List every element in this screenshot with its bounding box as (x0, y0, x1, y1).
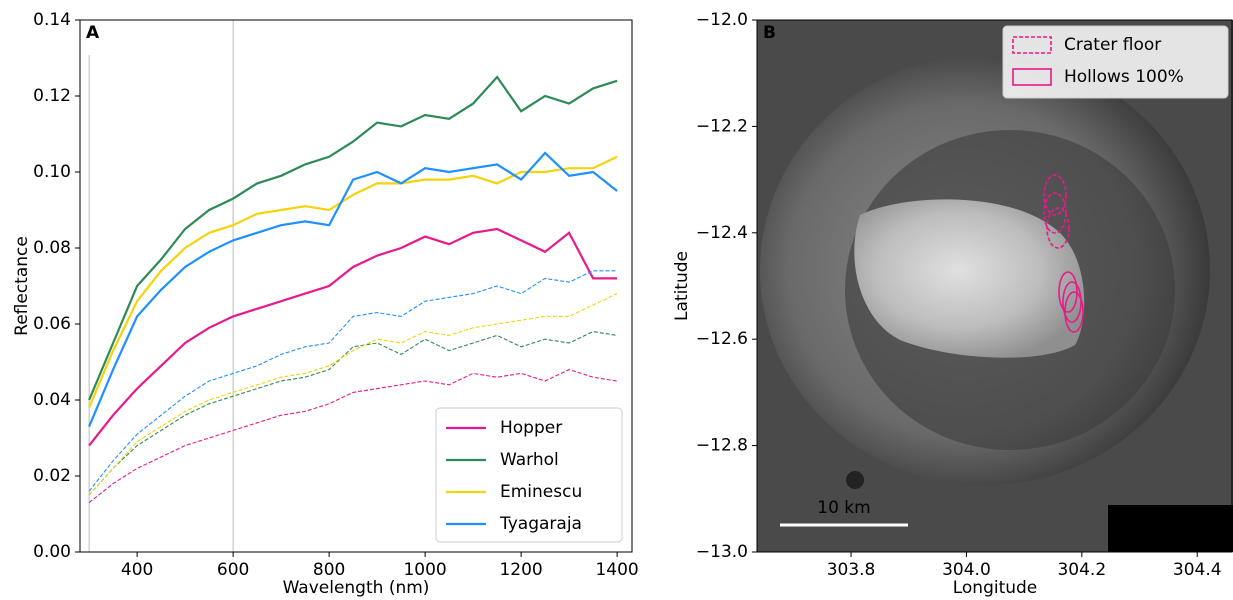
crater-floor-outline (1046, 207, 1070, 249)
x-tick-label: 304.2 (1057, 560, 1106, 580)
legend-label: Eminescu (500, 482, 582, 502)
hollows-line (88, 151, 618, 428)
legend-box (1002, 25, 1229, 99)
y-tick-label: 0.02 (33, 466, 71, 486)
small-crater (846, 471, 864, 489)
y-tick-label: 0.00 (33, 542, 71, 562)
y-tick-label: 0.12 (33, 86, 71, 106)
crater-floor-outline (1043, 174, 1067, 216)
y-tick-label: 0.06 (33, 314, 71, 334)
panel-label: B (763, 23, 776, 43)
y-tick-label: −13.0 (696, 542, 748, 562)
x-tick-label: 304.0 (942, 560, 991, 580)
y-tick-label: 0.10 (33, 162, 71, 182)
x-tick-label: 303.8 (827, 560, 876, 580)
x-tick-label: 400 (121, 560, 153, 580)
hollows-outline (1064, 291, 1084, 333)
y-tick-label: −12.2 (696, 116, 748, 136)
hollows-line (88, 75, 618, 401)
panel-label: A (86, 23, 100, 43)
crater-floor (854, 199, 1085, 358)
y-tick-label: −12.8 (696, 436, 748, 456)
x-tick-label: 1200 (499, 560, 542, 580)
crater-image (757, 20, 1233, 552)
y-tick-label: −12.4 (696, 223, 748, 243)
crater-floor-outline (1043, 192, 1067, 234)
legend-label: Tyagaraja (499, 514, 582, 534)
y-axis-label: Reflectance (12, 236, 32, 336)
y-axis-label: Latitude (672, 251, 692, 321)
legend-label: Crater floor (1064, 35, 1161, 55)
legend-swatch (1012, 68, 1052, 86)
floor-line (88, 331, 618, 496)
legend-label: Warhol (500, 450, 559, 470)
panel-b: 303.8 304.0 304.2 304.4 −13.0 −12.8 −12.6 −12.4… (672, 10, 1233, 598)
floor-line (88, 270, 618, 492)
scale-bar-label: 10 km (817, 498, 870, 518)
x-tick-label: 1400 (595, 560, 638, 580)
x-tick-label: 1000 (403, 560, 446, 580)
y-tick-label: −12.6 (696, 329, 748, 349)
legend-label: Hopper (500, 418, 562, 438)
panel-a: 400 600 800 1000 1200 1400 0.00 0.02 0.04 0.06 0.0… (12, 10, 639, 598)
floor-line (88, 369, 618, 504)
plot-frame (756, 19, 1233, 553)
floor-line (88, 293, 618, 496)
x-axis-label: Longitude (953, 578, 1038, 598)
x-tick-label: 600 (217, 560, 249, 580)
x-axis-label: Wavelength (nm) (283, 578, 430, 598)
legend-label: Hollows 100% (1064, 67, 1184, 87)
x-tick-label: 800 (313, 560, 345, 580)
plot-frame (79, 19, 633, 553)
y-tick-label: 0.08 (33, 238, 71, 258)
hollows-line (88, 227, 618, 447)
legend-box (435, 407, 623, 543)
x-tick-label: 304.4 (1173, 560, 1222, 580)
y-tick-label: 0.14 (33, 10, 71, 30)
hollows-outline (1058, 271, 1078, 313)
y-tick-label: 0.04 (33, 390, 71, 410)
name-label-box (1108, 505, 1233, 552)
name-label: Hopper (1139, 520, 1201, 540)
legend-swatch (1012, 36, 1052, 54)
y-tick-label: −12.0 (696, 10, 748, 30)
